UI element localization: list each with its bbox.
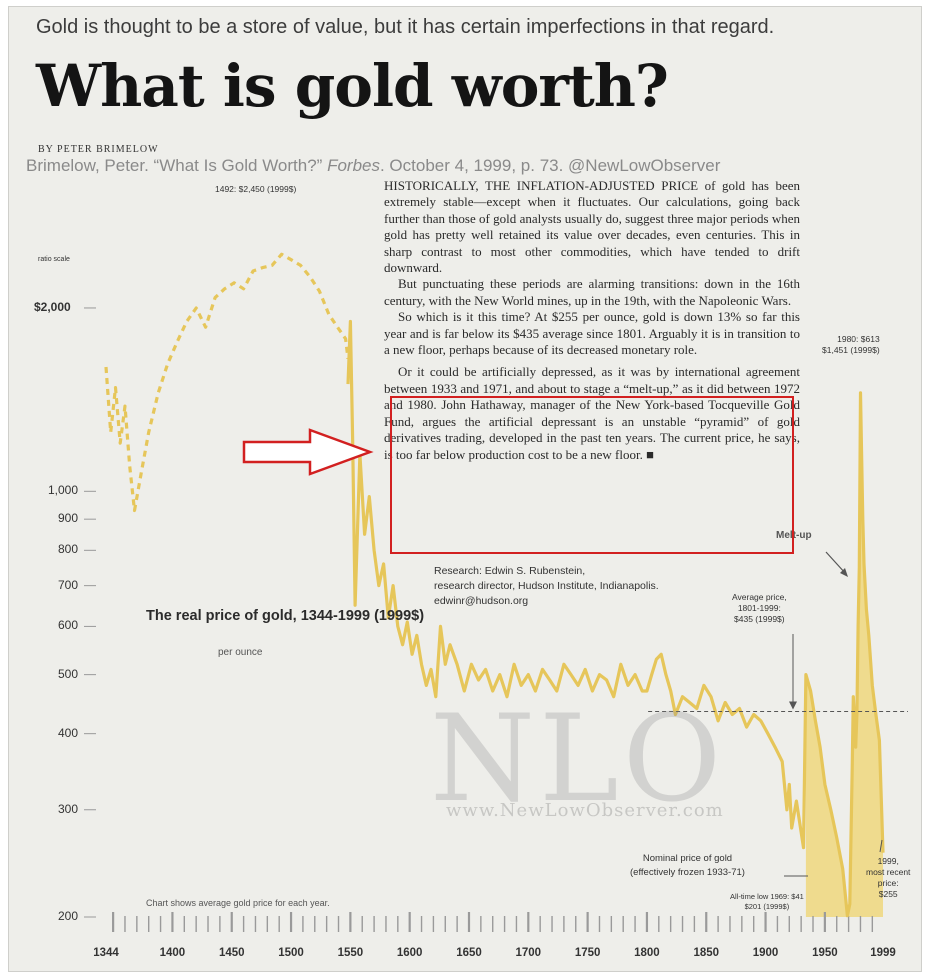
y-tick-label: 200 — [57, 909, 78, 923]
chart-lines — [104, 252, 885, 918]
chart-title: The real price of gold, 1344-1999 (1999$… — [146, 608, 425, 624]
x-tick-label: 1500 — [278, 947, 304, 959]
annotation-nominal-line2: (effectively frozen 1933-71) — [630, 867, 745, 878]
average-pointer-head — [789, 701, 797, 710]
y-tick-label: 1,000 — [47, 483, 78, 498]
article-body: HISTORICALLY, THE INFLATION-ADJUSTED PRI… — [384, 178, 800, 463]
research-line-3: edwinr@hudson.org — [434, 595, 529, 607]
citation-date-handle: . October 4, 1999, p. 73. @NewLowObserve… — [379, 156, 721, 175]
x-tick-label: 1900 — [752, 947, 779, 959]
annotation-1980-line1: 1980: $613 — [837, 334, 880, 344]
annotation-arrows — [784, 551, 883, 877]
y-scale-label: ratio scale — [38, 256, 70, 263]
annotation-average-line3: $435 (1999$) — [734, 614, 785, 624]
article-subtitle: Gold is thought to be a store of value, … — [36, 16, 775, 38]
research-line-1: Research: Edwin S. Rubenstein, — [434, 565, 586, 577]
article-byline: BY PETER BRIMELOW — [38, 144, 159, 155]
annotation-nominal: Nominal price of gold (effectively froze… — [630, 852, 745, 880]
annotation-1999-line2: most recent — [866, 867, 911, 877]
annotation-average-line2: 1801-1999: — [737, 603, 781, 613]
annotation-1999-price: 1999, most recent price: $255 — [866, 856, 910, 900]
article-paragraph-3: So which is it this time? At $255 per ou… — [384, 309, 800, 358]
annotation-low-line2: $201 (1999$) — [744, 902, 790, 911]
y-tick-label: 300 — [57, 801, 78, 816]
article-paragraph-2: But punctuating these periods are alarmi… — [384, 276, 800, 308]
article-headline: What is gold worth? — [36, 52, 669, 120]
x-tick-label: 1600 — [396, 947, 423, 959]
annotation-all-time-low: All-time low 1969: $41 $201 (1999$) — [730, 892, 804, 912]
watermark-url: www.NewLowObserver.com — [446, 800, 724, 821]
x-tick-label: 1750 — [574, 947, 601, 959]
y-tick-label: 600 — [57, 618, 78, 633]
price-line-early-dashed — [104, 252, 350, 513]
x-tick-label: 1950 — [812, 947, 838, 959]
y-tick-marks — [84, 307, 96, 918]
x-tick-label: 1400 — [159, 947, 186, 959]
annotation-1980-line2: $1,451 (1999$) — [822, 345, 880, 355]
x-tick-label: 1850 — [693, 947, 720, 959]
annotation-average-line1: Average price, — [732, 592, 787, 602]
price-line — [346, 319, 885, 918]
y-tick-label: 700 — [57, 577, 78, 592]
article-paragraph-1: HISTORICALLY, THE INFLATION-ADJUSTED PRI… — [384, 178, 800, 276]
annotation-1980-peak: 1980: $613 $1,451 (1999$) — [822, 334, 880, 356]
annotation-1999-line3: price: — [877, 878, 899, 888]
y-tick-label: 900 — [57, 511, 78, 526]
citation-publication: Forbes — [327, 156, 380, 175]
chart-note: Chart shows average gold price for each … — [146, 898, 330, 908]
chart-unit: per ounce — [218, 647, 263, 658]
article-paragraph-4: Or it could be artificially depressed, a… — [384, 364, 800, 462]
x-tick-label: 1550 — [337, 947, 364, 959]
y-tick-label: $2,000 — [34, 299, 71, 314]
source-citation: Brimelow, Peter. “What Is Gold Worth?” F… — [26, 156, 720, 176]
annotation-1999-line1: 1999, — [877, 856, 899, 866]
melt-up-arrow-head — [840, 568, 848, 577]
x-tick-label: 1344 — [93, 947, 119, 959]
x-tick-marks — [112, 912, 874, 932]
x-tick-label: 1450 — [218, 947, 245, 959]
x-tick-label: 1650 — [456, 947, 482, 959]
x-tick-label: 1999 — [870, 947, 896, 959]
x-tick-label: 1800 — [634, 947, 660, 959]
citation-author-title: Brimelow, Peter. “What Is Gold Worth?” — [26, 156, 328, 175]
y-tick-label: 400 — [57, 725, 78, 740]
research-credit: Research: Edwin S. Rubenstein, research … — [434, 564, 659, 609]
research-line-2: research director, Hudson Institute, Ind… — [434, 580, 659, 592]
annotation-1999-line4: $255 — [878, 889, 898, 899]
annotation-nominal-line1: Nominal price of gold — [642, 853, 733, 864]
clipping-background — [8, 6, 922, 972]
watermark-logo: NLO — [430, 690, 726, 829]
annotation-low-line1: All-time low 1969: $41 — [730, 892, 804, 901]
y-tick-label: 500 — [57, 666, 78, 681]
x-tick-label: 1700 — [515, 947, 542, 959]
recent-pointer-line — [879, 839, 883, 853]
y-tick-label: 800 — [57, 542, 78, 557]
pointer-arrow-icon — [242, 428, 374, 476]
annotation-1492-peak: 1492: $2,450 (1999$) — [215, 184, 297, 194]
highlight-box — [390, 396, 794, 554]
annotation-average: Average price, 1801-1999: $435 (1999$) — [732, 592, 787, 625]
